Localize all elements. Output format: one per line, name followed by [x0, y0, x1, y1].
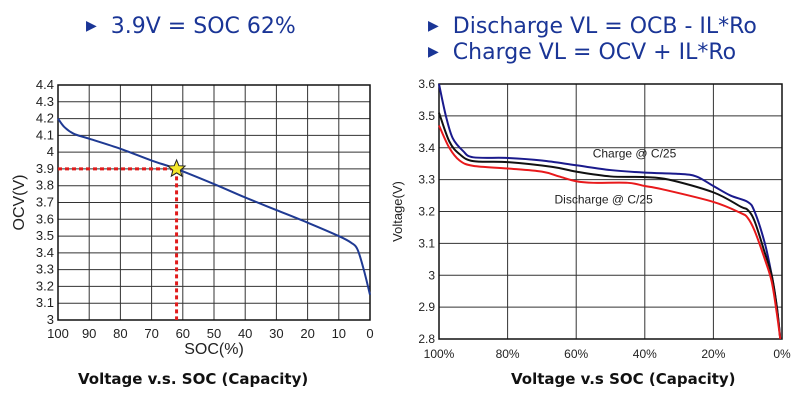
x-tick-label: 70: [144, 326, 158, 341]
y-tick-label: 2.9: [418, 300, 435, 314]
plot-frame: [57, 84, 371, 321]
annotation-label: Discharge @ C/25: [555, 193, 654, 207]
series-line-0: [438, 83, 782, 340]
star-marker-icon: [166, 158, 187, 178]
chart-1: 100% 80% 60% 40% 20% 0% 2.8 2.9 3 3.1 3.2 3.3 3.4 3.5…: [390, 77, 791, 361]
plot-frame: [438, 83, 783, 340]
x-tick-label: 60%: [564, 347, 588, 361]
annotation-label: Charge @ C/25: [593, 146, 677, 160]
x-tick-label: 0%: [773, 347, 791, 361]
x-tick-label: 90: [82, 326, 96, 341]
headline-discharge: ▶ Discharge VL = OCB - IL*Ro: [428, 14, 757, 39]
y-tick-label: 3.5: [36, 228, 54, 243]
triangle-bullet-icon: ▶: [86, 18, 97, 34]
y-tick-label: 4: [47, 144, 54, 159]
x-tick-label: 40: [238, 326, 252, 341]
x-tick-label: 100%: [424, 347, 455, 361]
headline-text: Charge VL = OCV + IL*Ro: [452, 40, 737, 65]
y-tick-label: 3.7: [36, 195, 54, 210]
y-tick-label: 3.1: [36, 295, 54, 310]
y-tick-label: 3.3: [418, 173, 435, 187]
y-tick-label: 3.3: [36, 262, 54, 277]
y-tick-label: 3.6: [418, 77, 435, 91]
x-tick-label: 10: [332, 326, 346, 341]
x-tick-label: 0: [366, 326, 373, 341]
headline-text: Discharge VL = OCB - IL*Ro: [452, 14, 757, 39]
y-tick-label: 3.5: [418, 109, 435, 123]
series-line-0: [57, 117, 371, 296]
y-tick-label: 4.4: [36, 77, 54, 92]
series-line-1: [438, 112, 782, 340]
chart-0: 100 90 80 70 60 50 40 30 20 10 033.13.23.33.43.53.…: [11, 77, 374, 358]
y-tick-label: 3: [428, 268, 435, 282]
y-tick-label: 3.6: [36, 211, 54, 226]
x-tick-label: 80%: [496, 347, 520, 361]
x-axis-label: SOC(%): [184, 341, 244, 358]
x-tick-label: 50: [207, 326, 221, 341]
y-tick-label: 3.4: [36, 245, 54, 260]
y-tick-label: 3.2: [36, 278, 54, 293]
x-tick-label: 40%: [633, 347, 657, 361]
series-line-2: [438, 125, 782, 340]
triangle-bullet-icon: ▶: [428, 44, 439, 60]
headline-charge: ▶ Charge VL = OCV + IL*Ro: [428, 40, 736, 65]
x-tick-label: 60: [176, 326, 190, 341]
y-axis-label: OCV(V): [11, 175, 28, 231]
y-tick-label: 3.4: [418, 141, 435, 155]
y-tick-label: 3.2: [418, 205, 435, 219]
y-tick-label: 3.9: [36, 161, 54, 176]
x-tick-label: 30: [269, 326, 283, 341]
headline-soc: ▶ 3.9V = SOC 62%: [86, 14, 296, 39]
x-tick-label: 20: [300, 326, 314, 341]
right-chart-caption: Voltage v.s SOC (Capacity): [511, 370, 736, 388]
triangle-bullet-icon: ▶: [428, 18, 439, 34]
headline-text: 3.9V = SOC 62%: [110, 14, 296, 39]
marker-guide-line: [58, 167, 179, 320]
y-tick-label: 3: [47, 312, 54, 327]
y-tick-label: 4.1: [36, 127, 54, 142]
x-tick-label: 20%: [701, 347, 725, 361]
y-tick-label: 3.1: [418, 236, 435, 250]
y-tick-label: 3.8: [36, 178, 54, 193]
left-chart-caption: Voltage v.s. SOC (Capacity): [78, 370, 309, 388]
y-tick-label: 4.2: [36, 111, 54, 126]
y-tick-label: 2.8: [418, 332, 435, 346]
x-tick-label: 100: [47, 326, 69, 341]
y-axis-label: Voltage(V): [390, 181, 405, 242]
x-tick-label: 80: [113, 326, 127, 341]
y-tick-label: 4.3: [36, 94, 54, 109]
